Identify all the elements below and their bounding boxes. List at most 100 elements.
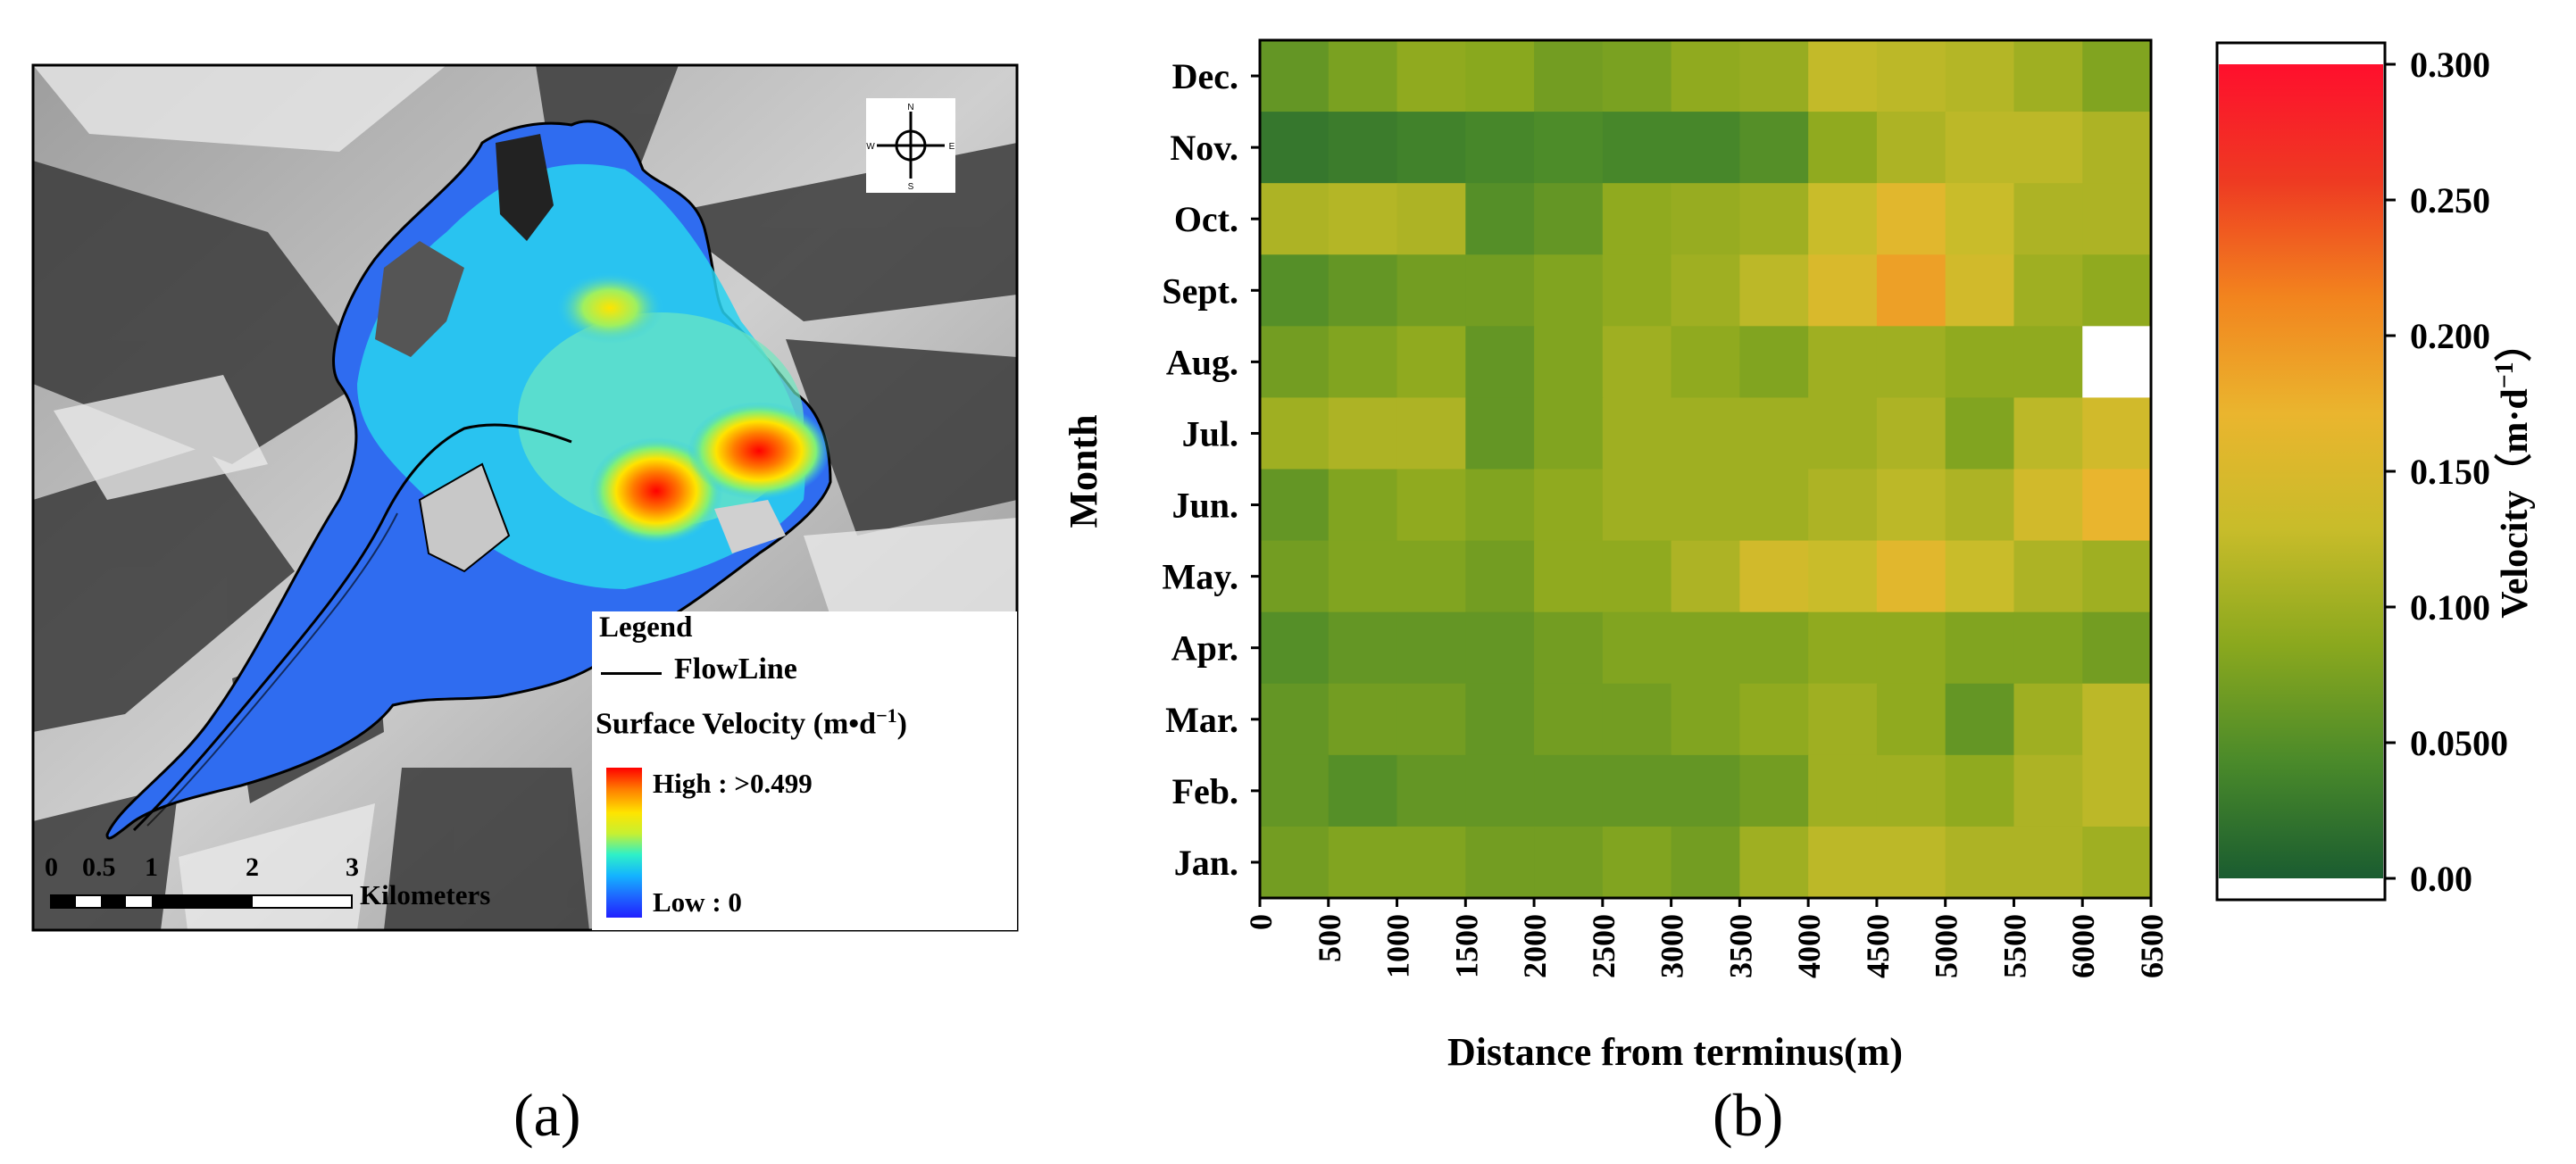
flowline bbox=[132, 423, 572, 832]
heatmap-cell bbox=[1534, 540, 1604, 613]
month-tick-label: Jan. bbox=[1174, 843, 1238, 883]
heatmap-cell bbox=[1465, 40, 1535, 112]
heatmap-cell bbox=[2082, 469, 2152, 542]
heatmap-cell bbox=[1945, 540, 2015, 613]
heatmap-cell bbox=[1945, 112, 2015, 184]
heatmap-cell bbox=[1808, 754, 1878, 827]
legend-title: Legend bbox=[599, 611, 693, 644]
heatmap-cell bbox=[1396, 540, 1466, 613]
heatmap-cell bbox=[1396, 40, 1466, 112]
heatmap-cell bbox=[1876, 683, 1947, 756]
heatmap-cell bbox=[1396, 611, 1466, 685]
colorbar-title-close: ） bbox=[2494, 324, 2536, 362]
heatmap-cell bbox=[2082, 326, 2152, 399]
heatmap-cell bbox=[2013, 540, 2083, 613]
heatmap-cell bbox=[2013, 611, 2083, 685]
heatmap-cell bbox=[1260, 112, 1330, 184]
heatmap-cell bbox=[2013, 254, 2083, 327]
heatmap-cell bbox=[1534, 826, 1604, 899]
heatmap-cell bbox=[1260, 397, 1330, 470]
heatmap-cell bbox=[1260, 469, 1330, 542]
heatmap-cell bbox=[1602, 611, 1672, 685]
month-tick-label: Nov. bbox=[1170, 128, 1238, 168]
distance-tick-label: 4500 bbox=[1860, 914, 1896, 978]
heatmap-cell bbox=[2082, 683, 2152, 756]
month-tick-label: Jun. bbox=[1172, 486, 1239, 526]
heatmap-cell bbox=[1808, 826, 1878, 899]
colorbar-tick-label: 0.300 bbox=[2410, 45, 2490, 85]
heatmap-cell bbox=[1260, 40, 1330, 112]
heatmap-cell bbox=[1945, 326, 2015, 399]
heatmap-cell bbox=[1808, 112, 1878, 184]
heatmap-cell bbox=[1602, 40, 1672, 112]
heatmap-cell bbox=[1260, 326, 1330, 399]
panel-a-label: (a) bbox=[513, 1081, 581, 1149]
panel-b-label: (b) bbox=[1713, 1081, 1784, 1149]
heatmap-cell bbox=[1671, 611, 1740, 685]
heatmap-cell bbox=[1739, 826, 1809, 899]
heatmap-cell bbox=[1808, 469, 1878, 542]
nunatak-1 bbox=[375, 241, 464, 357]
nunatak-2 bbox=[496, 134, 554, 241]
heatmap-cell bbox=[1808, 683, 1878, 756]
heatmap-cell bbox=[2082, 40, 2152, 112]
hot-spot-1 bbox=[589, 437, 723, 545]
colorbar-tick-label: 0.200 bbox=[2410, 316, 2490, 356]
north-label: N bbox=[907, 103, 913, 112]
legend-velocity-title-close: ) bbox=[896, 707, 907, 741]
heatmap-cell bbox=[1671, 326, 1740, 399]
heatmap-cell bbox=[1534, 611, 1604, 685]
colorbar-title-exp: −1 bbox=[2491, 362, 2519, 388]
heatmap-cell bbox=[1876, 326, 1947, 399]
nunatak-3 bbox=[418, 462, 511, 573]
heatmap-cell bbox=[1739, 611, 1809, 685]
heatmap-cell bbox=[2013, 826, 2083, 899]
heatmap-cell bbox=[2082, 826, 2152, 899]
heatmap-cell bbox=[1328, 112, 1398, 184]
heatmap-cell bbox=[1260, 683, 1330, 756]
month-tick-label: Feb. bbox=[1172, 771, 1238, 811]
heatmap-frame bbox=[1258, 38, 2153, 900]
month-axis: Dec. Nov. Oct. Sept. Aug. Jul. Jun. May. Apr. Mar… bbox=[1162, 56, 1260, 883]
distance-tick-label: 2000 bbox=[1517, 914, 1553, 978]
heatmap-cell bbox=[1534, 683, 1604, 756]
heatmap-cell bbox=[2013, 754, 2083, 827]
x-axis-title: Distance from terminus(m) bbox=[1447, 1030, 1903, 1074]
map-legend: Legend FlowLine Surface Velocity (m•d−1)… bbox=[592, 611, 1017, 930]
heatmap-cell bbox=[1671, 40, 1740, 112]
heatmap-cell bbox=[1671, 183, 1740, 255]
distance-tick-label: 3000 bbox=[1655, 914, 1690, 978]
heatmap-cell bbox=[1876, 754, 1947, 827]
heatmap-cell bbox=[1328, 754, 1398, 827]
heatmap-cell bbox=[1876, 826, 1947, 899]
heatmap-cell bbox=[1945, 754, 2015, 827]
scale-tick-1: 1 bbox=[145, 852, 158, 882]
north-arrow: N S E W bbox=[866, 98, 955, 193]
heatmap-cell bbox=[1808, 326, 1878, 399]
colorbar-title-text: Velocity（m·d bbox=[2494, 388, 2536, 618]
heatmap-cell bbox=[1739, 397, 1809, 470]
colorbar: 0.300 0.250 0.200 0.150 0.100 0.0500 0.00 Velo… bbox=[2215, 41, 2536, 902]
heatmap-cell bbox=[1328, 540, 1398, 613]
heatmap-cell bbox=[1534, 183, 1604, 255]
heatmap-cell bbox=[1260, 611, 1330, 685]
heatmap-cell bbox=[1945, 254, 2015, 327]
heatmap-cell bbox=[1396, 397, 1466, 470]
heatmap-cell bbox=[1260, 254, 1330, 327]
legend-color-ramp bbox=[606, 768, 642, 918]
heatmap-cell bbox=[1945, 611, 2015, 685]
legend-low-label: Low : 0 bbox=[653, 886, 742, 918]
month-tick-label: Jul. bbox=[1182, 413, 1238, 453]
heatmap-cell bbox=[1396, 683, 1466, 756]
heatmap-cell bbox=[1534, 397, 1604, 470]
heatmap-cell bbox=[1739, 254, 1809, 327]
distance-tick-label: 6000 bbox=[2065, 914, 2101, 978]
month-tick-label: Dec. bbox=[1172, 56, 1238, 96]
heatmap-cell bbox=[1328, 826, 1398, 899]
heatmap-cell bbox=[1260, 754, 1330, 827]
distance-tick-label: 1000 bbox=[1380, 914, 1416, 978]
month-tick-label: May. bbox=[1162, 557, 1238, 597]
legend-velocity-title-exp: −1 bbox=[876, 704, 897, 727]
heatmap-cell bbox=[1534, 254, 1604, 327]
heatmap-cell bbox=[1465, 326, 1535, 399]
